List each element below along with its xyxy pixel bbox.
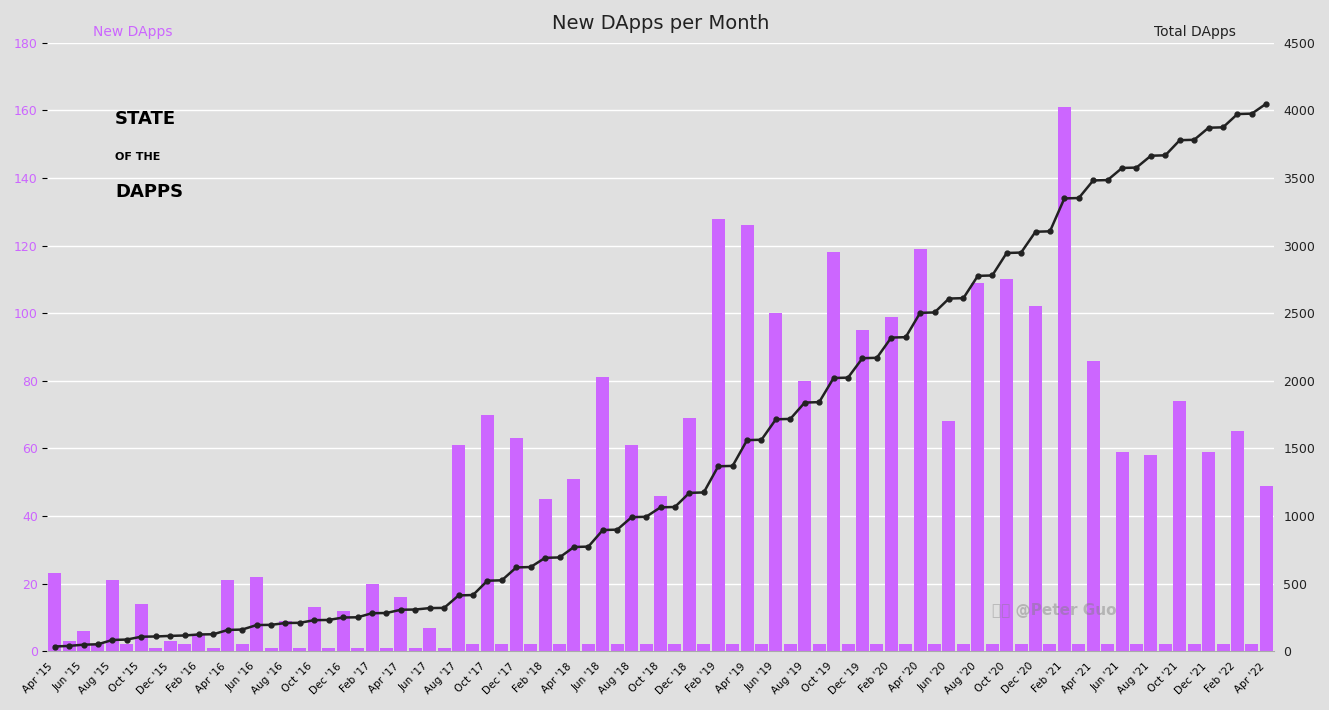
Bar	[597, 378, 609, 651]
Bar	[452, 445, 465, 651]
Bar	[769, 313, 783, 651]
Bar	[92, 645, 105, 651]
Bar	[380, 648, 393, 651]
Text: STATE: STATE	[114, 110, 175, 128]
Bar	[668, 645, 682, 651]
Bar	[957, 645, 970, 651]
Bar	[1245, 645, 1259, 651]
Bar	[740, 225, 754, 651]
Bar	[1001, 280, 1013, 651]
Bar	[856, 330, 869, 651]
Bar	[698, 645, 710, 651]
Text: 知乎 @Peter Guo: 知乎 @Peter Guo	[991, 603, 1116, 618]
Bar	[726, 645, 739, 651]
Bar	[250, 577, 263, 651]
Bar	[1159, 645, 1172, 651]
Bar	[294, 648, 307, 651]
Bar	[395, 597, 408, 651]
Title: New DApps per Month: New DApps per Month	[552, 14, 769, 33]
Bar	[336, 611, 350, 651]
Bar	[1087, 361, 1099, 651]
Bar	[1203, 452, 1215, 651]
Bar	[986, 645, 998, 651]
Bar	[625, 445, 638, 651]
Bar	[942, 421, 956, 651]
Bar	[308, 607, 320, 651]
Bar	[611, 645, 623, 651]
Bar	[178, 645, 191, 651]
Bar	[913, 249, 926, 651]
Bar	[409, 648, 421, 651]
Bar	[827, 252, 840, 651]
Bar	[1174, 401, 1187, 651]
Bar	[1058, 107, 1071, 651]
Bar	[121, 645, 133, 651]
Bar	[235, 645, 249, 651]
Bar	[841, 645, 855, 651]
Bar	[812, 645, 825, 651]
Bar	[639, 645, 653, 651]
Bar	[466, 645, 480, 651]
Bar	[496, 645, 508, 651]
Text: Total DApps: Total DApps	[1154, 25, 1236, 39]
Bar	[1130, 645, 1143, 651]
Bar	[928, 645, 941, 651]
Text: DAPPS: DAPPS	[114, 182, 183, 201]
Bar	[712, 219, 724, 651]
Bar	[510, 438, 522, 651]
Bar	[1102, 645, 1114, 651]
Bar	[971, 283, 985, 651]
Bar	[481, 415, 494, 651]
Bar	[784, 645, 797, 651]
Bar	[1115, 452, 1128, 651]
Bar	[365, 584, 379, 651]
Bar	[1260, 486, 1273, 651]
Text: New DApps: New DApps	[93, 25, 173, 39]
Bar	[437, 648, 451, 651]
Bar	[870, 645, 884, 651]
Bar	[322, 648, 335, 651]
Bar	[193, 634, 206, 651]
Bar	[77, 631, 90, 651]
Bar	[654, 496, 667, 651]
Bar	[1029, 307, 1042, 651]
Bar	[524, 645, 537, 651]
Bar	[423, 628, 436, 651]
Bar	[885, 317, 898, 651]
Bar	[755, 645, 768, 651]
Bar	[1188, 645, 1200, 651]
Bar	[1043, 645, 1057, 651]
Bar	[163, 641, 177, 651]
Text: OF THE: OF THE	[114, 153, 161, 163]
Bar	[351, 648, 364, 651]
Bar	[48, 574, 61, 651]
Bar	[1073, 645, 1086, 651]
Bar	[62, 641, 76, 651]
Bar	[1231, 432, 1244, 651]
Bar	[134, 604, 148, 651]
Bar	[264, 648, 278, 651]
Bar	[553, 645, 566, 651]
Bar	[799, 381, 811, 651]
Bar	[567, 479, 581, 651]
Bar	[683, 418, 696, 651]
Bar	[1216, 645, 1229, 651]
Bar	[582, 645, 595, 651]
Bar	[106, 580, 118, 651]
Bar	[1144, 455, 1158, 651]
Bar	[900, 645, 912, 651]
Bar	[149, 648, 162, 651]
Bar	[222, 580, 234, 651]
Bar	[1014, 645, 1027, 651]
Bar	[279, 621, 292, 651]
Bar	[538, 499, 552, 651]
Bar	[207, 648, 219, 651]
